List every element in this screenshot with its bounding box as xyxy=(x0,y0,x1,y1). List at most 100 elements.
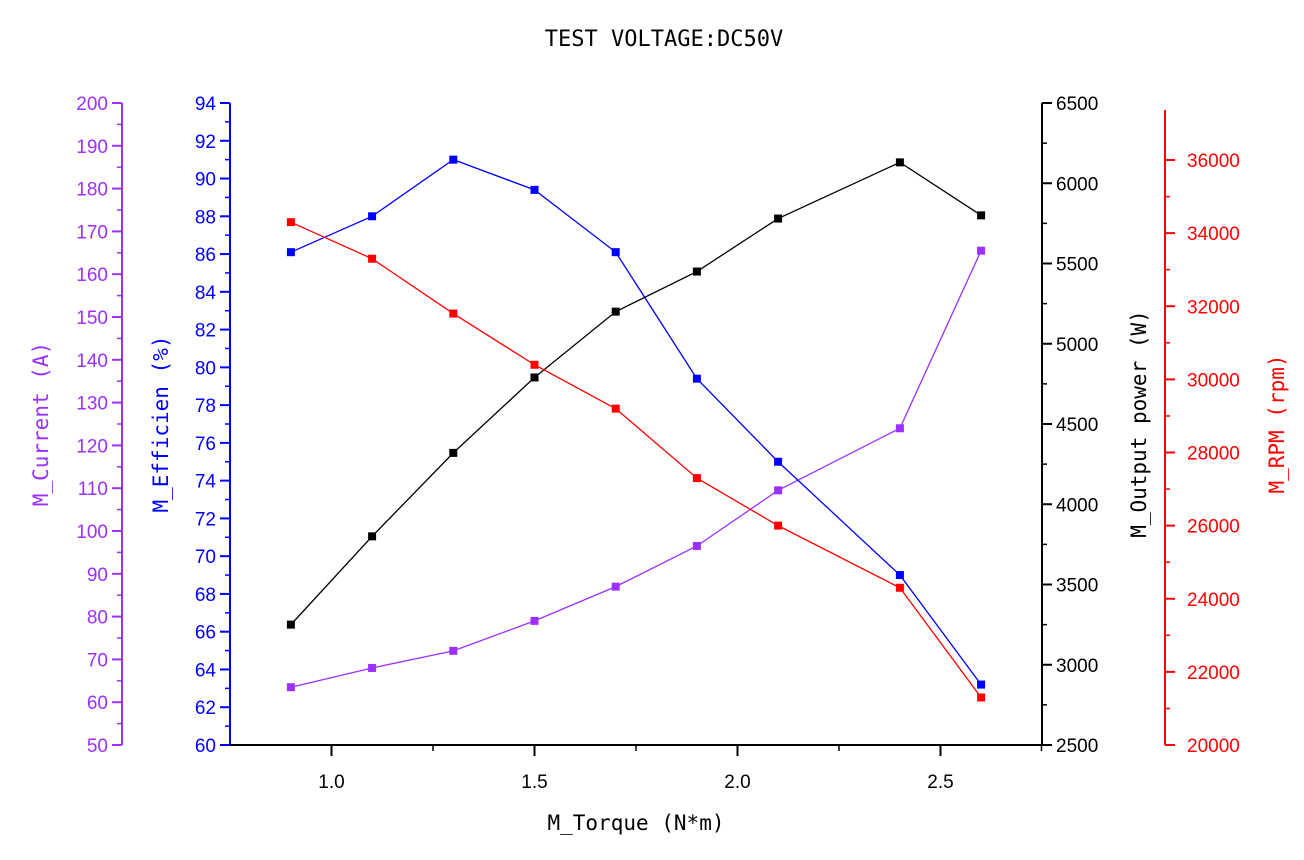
y-tick-label-current: 100 xyxy=(76,522,108,543)
y-tick-label-efficiency: 76 xyxy=(195,434,216,455)
y-tick-label-efficiency: 62 xyxy=(195,698,216,719)
data-point-rpm xyxy=(368,254,377,263)
y-tick-label-efficiency: 74 xyxy=(195,472,217,493)
y-tick-label-efficiency: 60 xyxy=(195,736,216,757)
y-tick-label-efficiency: 64 xyxy=(195,660,217,681)
data-point-power xyxy=(449,448,458,457)
data-point-efficiency xyxy=(449,155,458,164)
chart-title: TEST VOLTAGE:DC50V xyxy=(545,27,783,52)
y-tick-label-efficiency: 90 xyxy=(195,170,216,191)
y-tick-label-rpm: 30000 xyxy=(1187,370,1240,391)
series-layer xyxy=(286,155,986,702)
y-tick-label-current: 50 xyxy=(87,736,108,757)
y-tick-label-power: 5500 xyxy=(1056,255,1098,276)
data-point-rpm xyxy=(530,360,539,369)
data-point-power xyxy=(368,532,377,541)
y-tick-label-current: 70 xyxy=(87,650,108,671)
y-tick-label-rpm: 20000 xyxy=(1187,736,1240,757)
data-point-current xyxy=(611,582,620,591)
y-tick-label-efficiency: 92 xyxy=(195,132,216,153)
series-line-efficiency xyxy=(290,158,982,685)
data-point-efficiency xyxy=(368,212,377,221)
y-tick-label-power: 6500 xyxy=(1056,94,1098,115)
y-axis-label-efficiency: M_Efficien (%) xyxy=(149,335,173,512)
y-tick-label-power: 4000 xyxy=(1056,495,1098,516)
data-point-power xyxy=(774,214,783,223)
data-point-efficiency xyxy=(692,374,701,383)
data-point-current xyxy=(449,646,458,655)
y-tick-label-power: 3000 xyxy=(1056,656,1098,677)
series-line-rpm xyxy=(290,221,982,698)
y-tick-label-efficiency: 78 xyxy=(195,396,216,417)
data-point-rpm xyxy=(692,474,701,483)
data-point-rpm xyxy=(895,583,904,592)
y-tick-label-rpm: 36000 xyxy=(1187,151,1240,172)
data-point-power xyxy=(611,307,620,316)
y-tick-label-efficiency: 84 xyxy=(195,283,217,304)
data-point-current xyxy=(692,541,701,550)
data-point-efficiency xyxy=(774,457,783,466)
y-tick-label-current: 110 xyxy=(78,479,108,500)
y-axis-label-current: M_Current (A) xyxy=(29,342,53,506)
data-point-power xyxy=(895,158,904,167)
y-tick-label-power: 6000 xyxy=(1056,174,1098,195)
y-tick-label-current: 130 xyxy=(76,394,108,415)
x-tick-label: 1.5 xyxy=(521,772,547,793)
y-tick-label-current: 170 xyxy=(76,222,108,243)
y-axis-label-power: M_Output power (W) xyxy=(1127,310,1151,538)
series-line-power xyxy=(290,161,982,626)
y-tick-label-current: 190 xyxy=(76,137,108,158)
y-tick-label-rpm: 32000 xyxy=(1187,297,1240,318)
x-tick-label: 2.0 xyxy=(724,772,750,793)
data-point-efficiency xyxy=(530,185,539,194)
y-tick-label-efficiency: 86 xyxy=(195,245,216,266)
y-tick-label-rpm: 22000 xyxy=(1187,663,1240,684)
y-tick-label-rpm: 26000 xyxy=(1187,517,1240,538)
data-point-current xyxy=(977,246,986,255)
x-axis-label: M_Torque (N*m) xyxy=(547,811,724,835)
data-point-current xyxy=(774,486,783,495)
data-point-rpm xyxy=(449,309,458,318)
y-tick-label-current: 80 xyxy=(87,608,108,629)
y-tick-label-efficiency: 82 xyxy=(195,321,216,342)
y-tick-label-rpm: 28000 xyxy=(1187,444,1240,465)
y-tick-label-power: 4500 xyxy=(1056,415,1098,436)
y-tick-label-power: 3500 xyxy=(1056,576,1098,597)
y-tick-label-efficiency: 66 xyxy=(195,623,216,644)
y-tick-label-power: 2500 xyxy=(1056,736,1098,757)
data-point-current xyxy=(368,663,377,672)
data-point-power xyxy=(692,267,701,276)
data-point-efficiency xyxy=(611,248,620,257)
axes-layer: 50 60 70 80 90 100 110 120 130 140 150 160 170 180 190… xyxy=(29,94,1289,835)
data-point-rpm xyxy=(774,521,783,530)
data-point-efficiency xyxy=(286,248,295,257)
y-tick-label-current: 180 xyxy=(76,180,108,201)
y-axis-label-rpm: M_RPM (rpm) xyxy=(1265,354,1289,493)
y-tick-label-efficiency: 88 xyxy=(195,207,216,228)
y-tick-label-efficiency: 70 xyxy=(195,547,216,568)
y-tick-label-current: 60 xyxy=(87,693,108,714)
data-point-current xyxy=(530,616,539,625)
data-point-power xyxy=(530,373,539,382)
x-tick-label: 2.5 xyxy=(927,772,953,793)
data-point-rpm xyxy=(286,218,295,227)
data-point-efficiency xyxy=(895,571,904,580)
y-tick-label-rpm: 24000 xyxy=(1187,590,1240,611)
y-tick-label-current: 90 xyxy=(87,565,108,586)
y-tick-label-efficiency: 94 xyxy=(195,94,217,115)
y-tick-label-current: 160 xyxy=(76,265,108,286)
x-tick-label: 1.0 xyxy=(318,772,344,793)
y-tick-label-efficiency: 80 xyxy=(195,358,216,379)
y-tick-label-rpm: 34000 xyxy=(1187,224,1240,245)
data-point-rpm xyxy=(611,404,620,413)
y-tick-label-power: 5000 xyxy=(1056,335,1098,356)
data-point-efficiency xyxy=(977,680,986,689)
y-tick-label-current: 150 xyxy=(76,308,108,329)
series-line-current xyxy=(290,250,982,688)
data-point-current xyxy=(895,424,904,433)
data-point-power xyxy=(286,620,295,629)
y-tick-label-current: 120 xyxy=(76,436,108,457)
y-tick-label-current: 200 xyxy=(76,94,108,115)
